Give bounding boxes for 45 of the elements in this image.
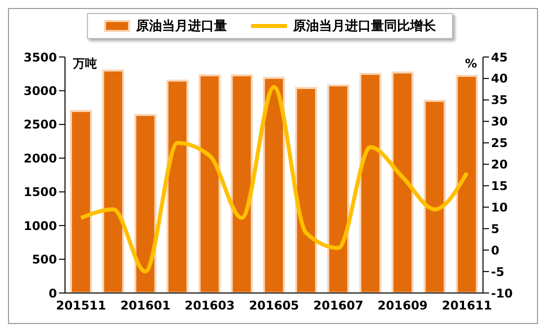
legend-label: 原油当月进口量同比增长 <box>292 18 436 35</box>
y2-tick-label: 25 <box>491 136 508 150</box>
bar <box>359 72 382 293</box>
x-tick-label: 201611 <box>442 298 492 313</box>
x-tick-label: 201607 <box>313 298 364 313</box>
x-tick-label: 201601 <box>120 298 170 313</box>
bar <box>198 74 221 293</box>
y-tick-label: 3000 <box>24 84 57 98</box>
bar <box>295 87 318 293</box>
y2-tick-label: 35 <box>491 93 508 108</box>
y-tick-label: 0 <box>48 286 57 300</box>
y2-tick-label: 0 <box>491 243 500 258</box>
line-series <box>79 85 469 274</box>
y2-tick-label: 5 <box>491 222 500 236</box>
y2-tick-label: 45 <box>491 50 508 64</box>
y-tick-label: 500 <box>32 252 57 267</box>
y2-tick-label: 15 <box>491 178 508 193</box>
y2-tick-label: 10 <box>491 200 508 214</box>
y2-tick-label: -5 <box>491 264 504 279</box>
x-tick-label: 201511 <box>56 298 106 313</box>
bar <box>70 110 92 293</box>
bar <box>327 84 350 293</box>
y2-axis-title: % <box>464 56 477 71</box>
y2-tick-label: 40 <box>491 72 508 86</box>
y-axis-title: 万吨 <box>72 56 97 71</box>
y-tick-label: 2500 <box>24 118 57 132</box>
bar <box>134 114 156 293</box>
y-tick-label: 3500 <box>24 50 57 64</box>
x-tick-label: 201605 <box>248 298 300 313</box>
y-tick-label: 1000 <box>24 218 57 233</box>
y2-tick-label: 30 <box>491 114 508 129</box>
y2-tick-label: -10 <box>491 286 513 300</box>
bar <box>166 80 188 293</box>
bar <box>230 74 253 293</box>
bar <box>456 74 478 293</box>
bar <box>102 69 124 293</box>
bar <box>262 76 285 293</box>
bar <box>392 72 414 293</box>
legend-label: 原油当月进口量 <box>135 18 227 35</box>
y2-tick-label: 20 <box>491 158 508 172</box>
y-tick-label: 2000 <box>24 151 57 166</box>
x-tick-label: 201609 <box>378 298 428 313</box>
x-tick-label: 201603 <box>184 298 235 313</box>
y-tick-label: 1500 <box>24 185 57 200</box>
bar <box>424 100 446 293</box>
